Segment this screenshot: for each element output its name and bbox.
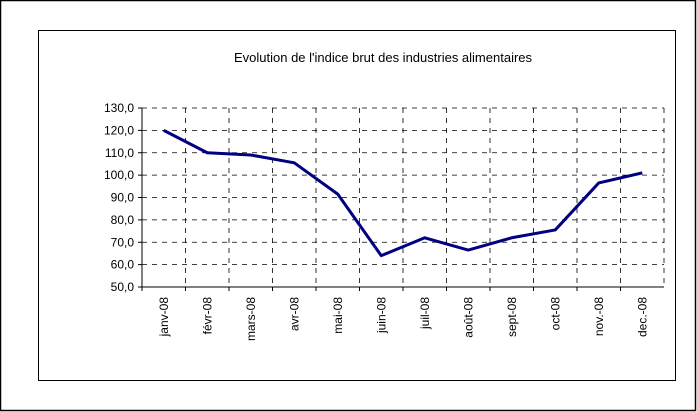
x-tick-label: oct-08: [548, 297, 562, 331]
line-series: [163, 129, 643, 258]
y-tick-label: 50,0: [111, 280, 135, 294]
y-tick-label: 110,0: [105, 146, 134, 160]
y-tick-label: 80,0: [111, 213, 135, 227]
x-tick-label: sept-08: [505, 297, 519, 337]
chart-title: Evolution de l'indice brut des industrie…: [234, 50, 533, 65]
y-tick-label: 130,0: [104, 101, 134, 115]
y-tick-label: 70,0: [111, 235, 135, 249]
x-tick-label: juil-08: [418, 297, 432, 330]
y-tick-label: 90,0: [111, 191, 135, 205]
x-tick-label: nov.-08: [592, 297, 606, 336]
x-tick-label: mai-08: [331, 297, 345, 334]
x-tick-label: janv-08: [157, 297, 171, 338]
x-tick-label: mars-08: [244, 297, 258, 341]
chart-frame: [38, 30, 676, 381]
x-tick-label: juin-08: [374, 297, 388, 334]
x-tick-label: avr-08: [287, 297, 301, 331]
x-tick-label: févr-08: [200, 297, 214, 335]
x-tick-label: dec.-08: [635, 297, 649, 337]
y-tick-label: 100,0: [104, 168, 134, 182]
y-tick-label: 60,0: [111, 258, 135, 272]
x-tick-label: août-08: [461, 297, 475, 338]
y-tick-label: 120,0: [104, 123, 134, 137]
